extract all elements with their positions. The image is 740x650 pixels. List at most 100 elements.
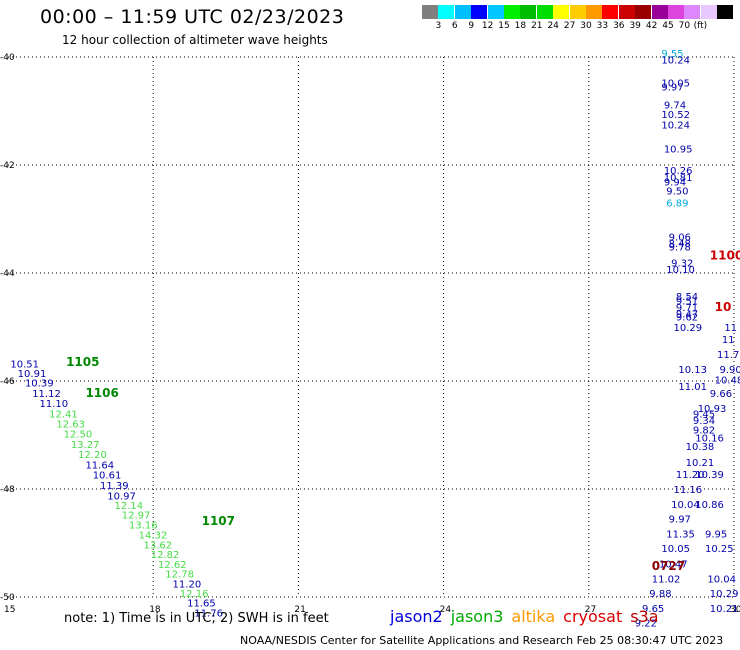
wave-height-value: 9.22 [635,619,657,630]
color-swatch [586,5,602,19]
wave-height-value: 6.89 [666,199,688,210]
color-swatch [553,5,570,19]
wave-height-value: 9.95 [705,530,727,541]
wave-height-value: 8.48 [669,239,691,250]
satellite-legend-jason2: jason2 [390,607,443,626]
wave-height-value: 12.50 [64,430,93,441]
wave-height-value: 9.74 [664,100,686,111]
satellite-legend-jason3: jason3 [450,607,504,626]
wave-height-value: 12.62 [158,560,187,571]
color-legend-label: 45 [662,21,674,31]
wave-height-value: 10.10 [666,265,695,276]
wave-height-value: 11.20 [173,579,202,590]
satellite-legend: jason2 jason3 altika cryosat s3a [390,607,667,626]
wave-height-value: 11.01 [678,382,707,393]
wave-height-value: 9.90 [719,365,740,376]
color-legend-unit: (ft) [693,21,708,31]
wave-height-value: 9.55 [661,49,683,60]
page-title: 00:00 – 11:59 UTC 02/23/2023 [40,6,345,28]
wave-height-value: 11.35 [666,530,695,541]
wave-height-value: 9.32 [671,259,693,270]
wave-height-value: 10.25 [705,544,734,555]
wave-height-value: 11.76 [194,608,223,619]
wave-height-value: 12.63 [56,419,85,430]
color-swatch [618,5,635,19]
pass-time-label: 10 [715,300,732,314]
wave-height-value: 10.39 [695,470,724,481]
satellite-legend-s3a: s3a [630,607,659,626]
wave-height-value: 11.64 [85,460,114,471]
lon-tick-label: 24 [440,605,452,615]
color-swatch [471,5,488,19]
color-legend-label: 70 [678,21,691,31]
color-legend-label: 15 [498,21,510,31]
wave-height-value: 14.32 [139,531,168,542]
wave-height-value: 10.21 [710,604,739,615]
wave-height-value: 9.51 [676,296,698,307]
lat-tick-label: -48 [0,485,15,495]
color-legend-label: 33 [596,21,609,31]
wave-height-value: 10.13 [678,365,707,376]
wave-height-value: 11.12 [32,389,61,400]
wave-height-value: 9.65 [642,604,664,615]
wave-height-value: 9.45 [693,410,715,421]
wave-height-value: 9.88 [649,589,671,600]
color-swatch [487,5,504,19]
lon-tick-label: 27 [585,605,596,615]
wave-height-value: 10.04 [707,574,736,585]
wave-height-value: 11.7 [717,350,739,361]
wave-height-value: 9.34 [693,416,715,427]
color-swatch [651,5,668,19]
wave-height-value: 10.24 [661,120,690,131]
wave-height-value: 10.97 [107,491,136,502]
wave-height-value: 12.20 [78,450,107,461]
wave-height-value: 10.21 [686,458,715,469]
color-legend-label: 21 [531,21,543,31]
wave-height-value: 10.52 [661,110,690,121]
lat-tick-label: -40 [0,53,15,63]
wave-height-value: 9.78 [669,242,691,253]
lat-tick-label: -44 [0,269,15,279]
wave-height-value: 9.50 [666,187,688,198]
color-legend-label: 3 [435,21,442,31]
color-swatch [536,5,553,19]
wave-height-value: 10.16 [695,433,724,444]
color-swatch [438,5,455,19]
lat-tick-label: -50 [0,593,15,603]
wave-height-value: 10.39 [25,378,54,389]
wave-height-value: 9.71 [676,303,698,314]
lat-tick-label: -42 [0,161,15,171]
wave-height-value: 10.93 [698,404,727,415]
wave-height-value: 12.14 [114,501,143,512]
wave-height-value: 9.62 [676,313,698,324]
color-swatch [602,5,619,19]
page-subtitle: 12 hour collection of altimeter wave hei… [62,33,328,47]
wave-height-value: 11 [722,335,735,346]
wave-height-value: 10.26 [664,166,693,177]
wave-height-value: 10.38 [686,442,715,453]
pass-time-label: 1105 [66,355,99,369]
color-swatch [668,5,684,19]
wave-height-value: 11.39 [100,481,129,492]
color-legend-label: 42 [645,21,658,31]
wave-height-value: 11 [724,323,737,334]
lat-tick-label: -46 [0,377,15,387]
color-swatch [454,5,471,19]
wave-height-value: 10.04 [671,500,700,511]
wave-height-value: 10.47 [659,559,688,570]
wave-height-value: 13.62 [144,540,173,551]
wave-height-value: 12.97 [122,511,151,522]
wave-height-value: 10.05 [661,79,690,90]
color-swatch [684,5,701,19]
wave-height-value: 10.86 [695,500,724,511]
color-legend-label: 18 [514,21,527,31]
color-swatch [504,5,520,19]
color-swatch [635,5,652,19]
wave-height-value: 10.91 [18,369,47,380]
color-legend-label: 9 [468,21,475,31]
lon-tick-label: 15 [4,605,15,615]
color-swatch [422,5,438,19]
wave-height-value: 9.82 [693,425,715,436]
color-legend-label: 6 [451,21,458,31]
wave-height-value: 11.16 [674,485,703,496]
